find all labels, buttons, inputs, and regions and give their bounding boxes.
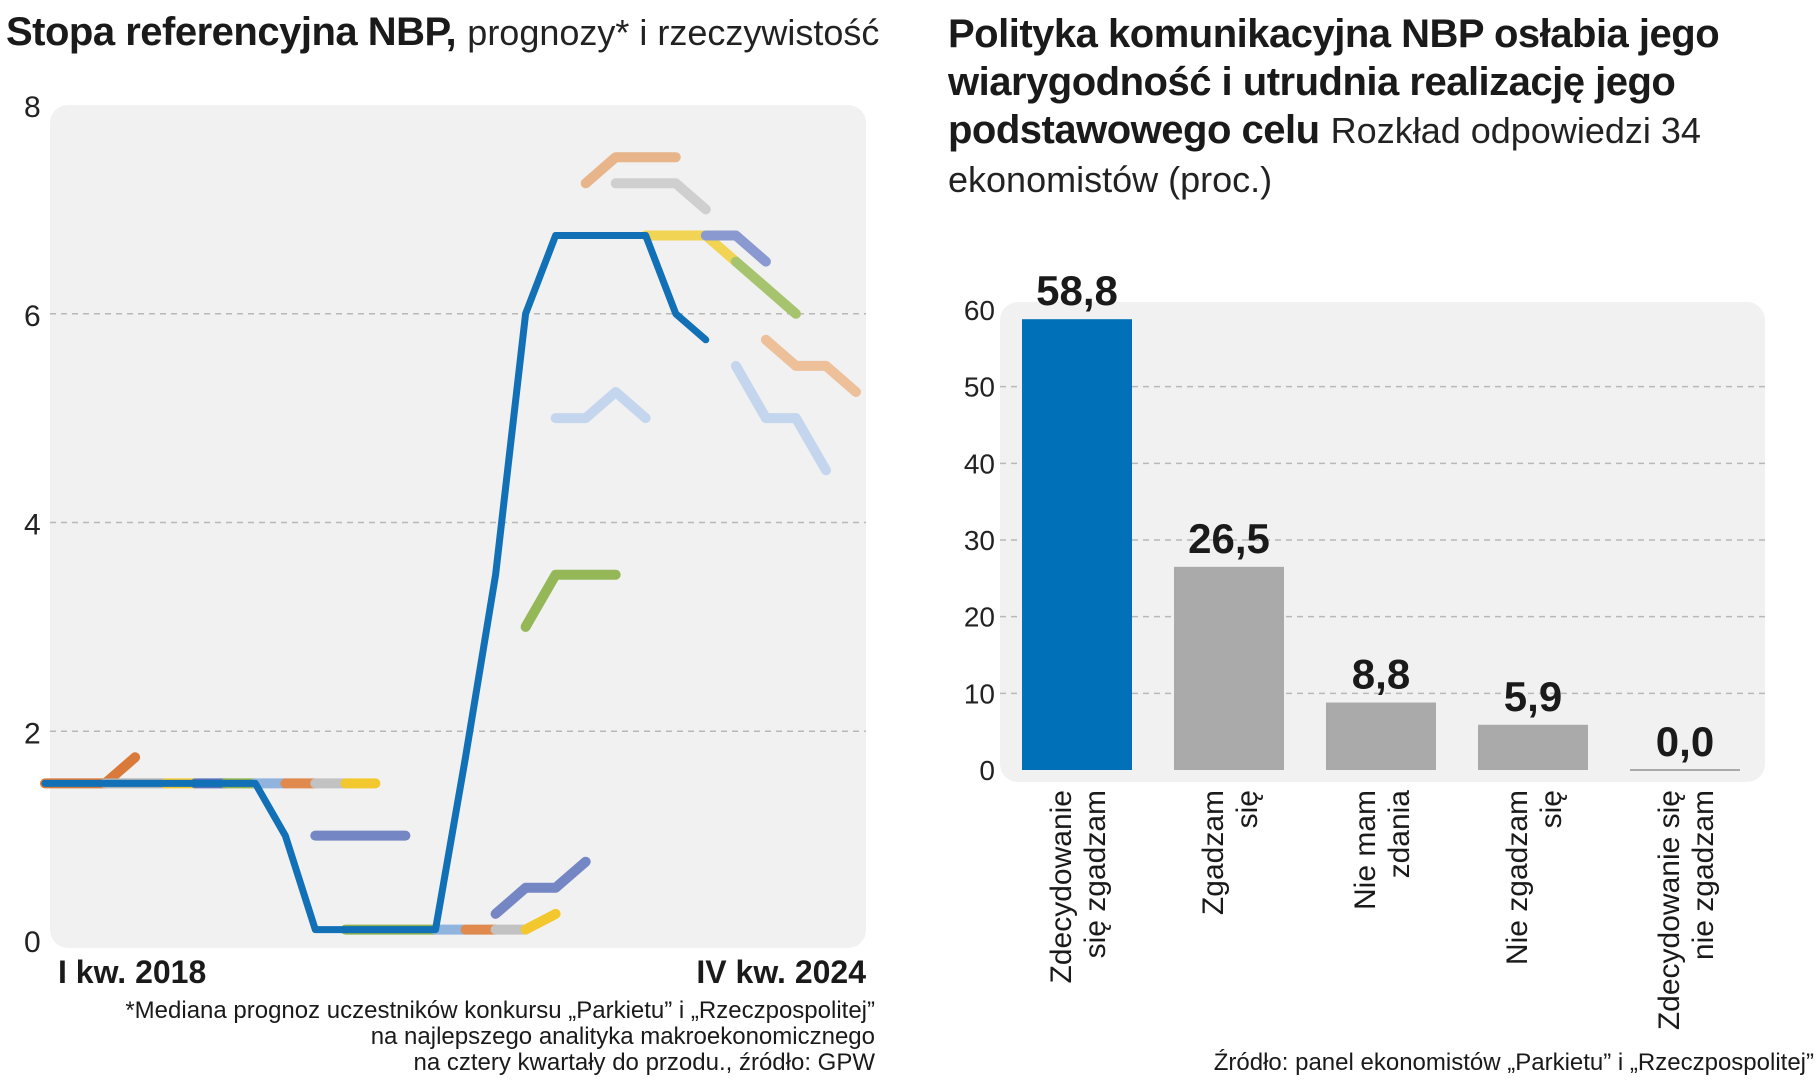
category-label: Zgadzam się: [1197, 790, 1264, 915]
actual-rate-line: [41, 232, 710, 934]
bar-chart: 0 10 20 30 40 50 60 58,8 Zdecydowanie się zgadzam…: [964, 267, 1765, 1030]
category-label: Nie zgadzam się: [1501, 790, 1568, 965]
y-tick-label: 6: [24, 300, 41, 333]
category-label-line: Zdecydowanie się: [1653, 790, 1686, 1030]
y-tick-label: 60: [964, 295, 995, 326]
forecast-line: [640, 230, 741, 267]
left-footnote: *Mediana prognoz uczestników konkursu „P…: [60, 998, 875, 1076]
right-title-rest: Rozkład odpowiedzi 34 ekonomistów (proc.…: [948, 110, 1701, 200]
right-title-bold: Polityka komunikacyjna NBP osłabia jego …: [948, 12, 1720, 152]
category-label-line: się zgadzam: [1079, 790, 1112, 958]
x-start-label: I kw. 2018: [58, 954, 206, 990]
y-tick-label: 2: [24, 717, 41, 750]
left-title-rest: prognozy* i rzeczywistość: [467, 12, 880, 53]
bar-value-label: 8,8: [1352, 651, 1410, 698]
category-label-line: Zdecydowanie: [1045, 790, 1078, 983]
category-label-line: zdania: [1383, 790, 1416, 879]
footnote-line: na cztery kwartały do przodu., źródło: G…: [413, 1049, 875, 1076]
forecast-line: [730, 360, 831, 476]
bar: [1326, 702, 1436, 770]
y-tick-label: 8: [24, 91, 41, 124]
line-chart: 0 2 4 6 8 I kw. 2018 IV kw. 2024: [24, 91, 866, 990]
y-tick-label: 40: [964, 448, 995, 479]
category-label-line: się: [1535, 790, 1568, 828]
category-label-line: Nie zgadzam: [1501, 790, 1534, 965]
y-tick-label: 4: [24, 509, 41, 542]
left-chart-title: Stopa referencyjna NBP, prognozy* i rzec…: [6, 8, 916, 57]
bar: [1174, 566, 1284, 770]
footnote-line: *Mediana prognoz uczestników konkursu „P…: [125, 997, 875, 1024]
y-tick-label: 0: [979, 755, 995, 786]
y-tick-label: 50: [964, 372, 995, 403]
bar-value-label: 0,0: [1656, 718, 1714, 765]
forecast-line: [730, 256, 801, 319]
bar: [1022, 319, 1132, 770]
forecast-line: [550, 387, 651, 424]
y-tick-label: 0: [24, 926, 41, 959]
y-tick-label: 10: [964, 678, 995, 709]
right-source-note: Źródło: panel ekonomistów „Parkietu” i „…: [1213, 1049, 1814, 1076]
bar: [1478, 724, 1588, 770]
category-label-line: Nie mam: [1349, 790, 1382, 910]
forecast-line: [520, 569, 621, 632]
forecast-line: [490, 856, 591, 919]
x-end-label: IV kw. 2024: [696, 954, 866, 990]
plot-background: [50, 105, 866, 948]
left-title-bold: Stopa referencyjna NBP,: [6, 10, 457, 54]
right-chart-title: Polityka komunikacyjna NBP osłabia jego …: [948, 10, 1808, 204]
forecast-line: [580, 152, 681, 189]
category-label: Zdecydowanie się nie zgadzam: [1653, 790, 1720, 1030]
forecast-line: [610, 178, 711, 215]
category-label: Nie mam zdania: [1349, 790, 1416, 910]
bar-value-label: 58,8: [1036, 267, 1118, 314]
category-label: Zdecydowanie się zgadzam: [1045, 790, 1112, 983]
y-tick-label: 20: [964, 602, 995, 633]
forecast-line: [760, 334, 861, 397]
forecast-line: [520, 908, 561, 935]
category-label-line: Zgadzam: [1197, 790, 1230, 915]
footnote-line: na najlepszego analityka makroekonomiczn…: [370, 1023, 875, 1050]
forecast-line: [700, 230, 771, 267]
category-label-line: nie zgadzam: [1687, 790, 1720, 960]
y-tick-label: 30: [964, 525, 995, 556]
category-label-line: się: [1231, 790, 1264, 828]
bar-value-label: 5,9: [1504, 673, 1562, 720]
bar-value-label: 26,5: [1188, 515, 1270, 562]
